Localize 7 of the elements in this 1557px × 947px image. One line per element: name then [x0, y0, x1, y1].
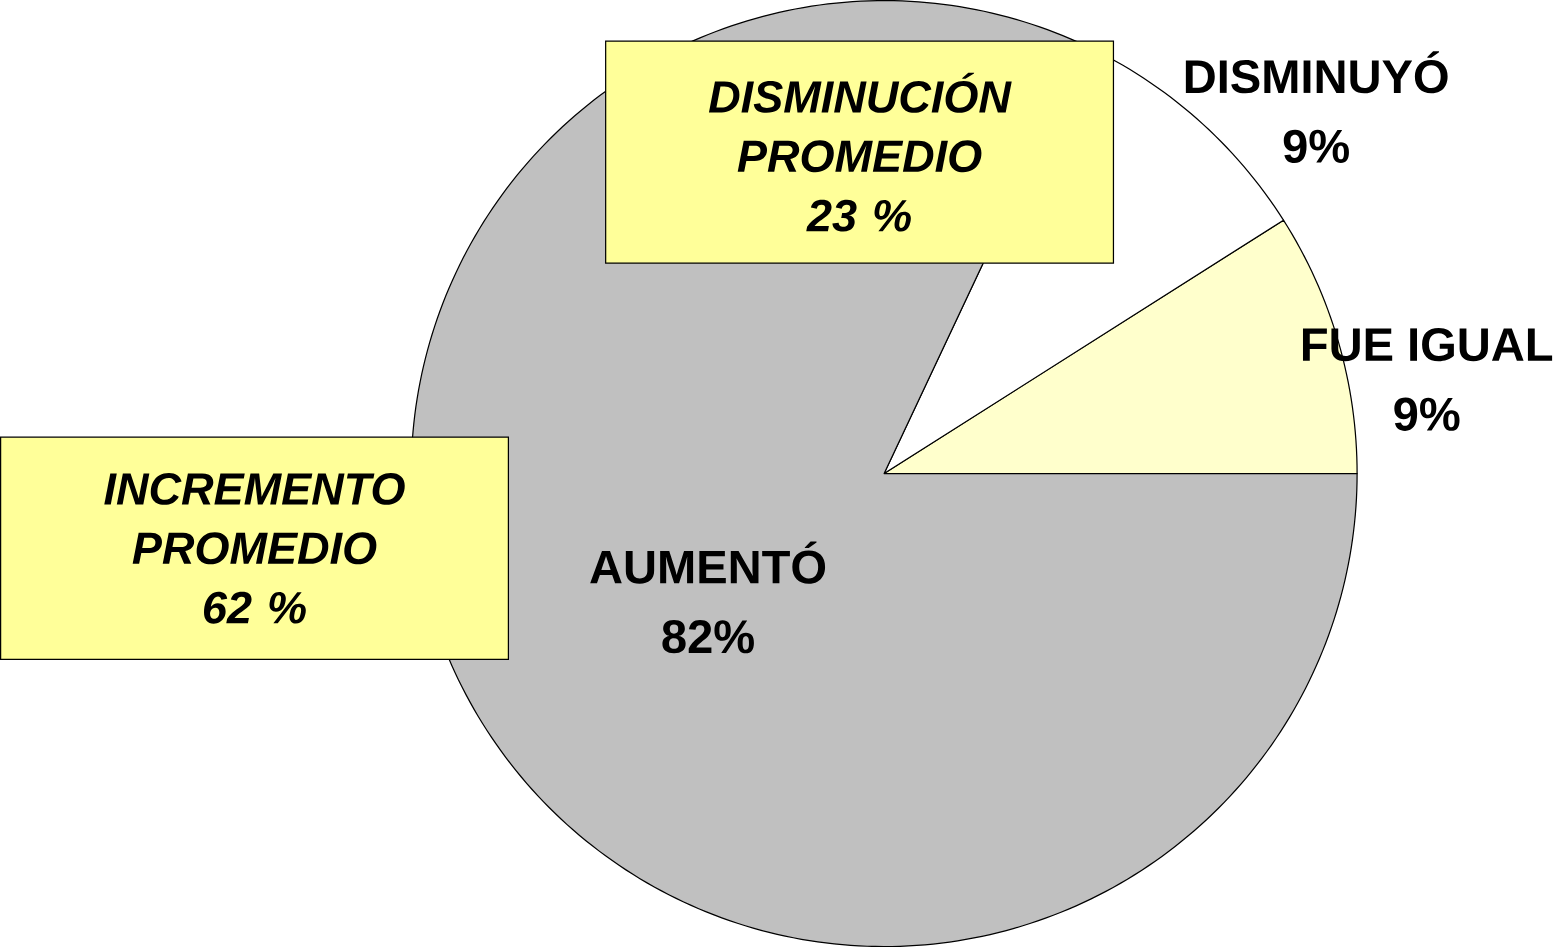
text: DISMINUCIÓN PROMEDIO 23 % [708, 72, 1012, 232]
slice-label: DISMINUYÓ [1185, 51, 1448, 94]
data-label: 82% [662, 619, 754, 654]
slice-label: AUMENTÓ [590, 541, 826, 584]
data-label: 9% [1394, 397, 1460, 431]
text: INCREMENTO PROMEDIO 62 % [104, 472, 405, 624]
data-label: 9% [1283, 129, 1349, 163]
